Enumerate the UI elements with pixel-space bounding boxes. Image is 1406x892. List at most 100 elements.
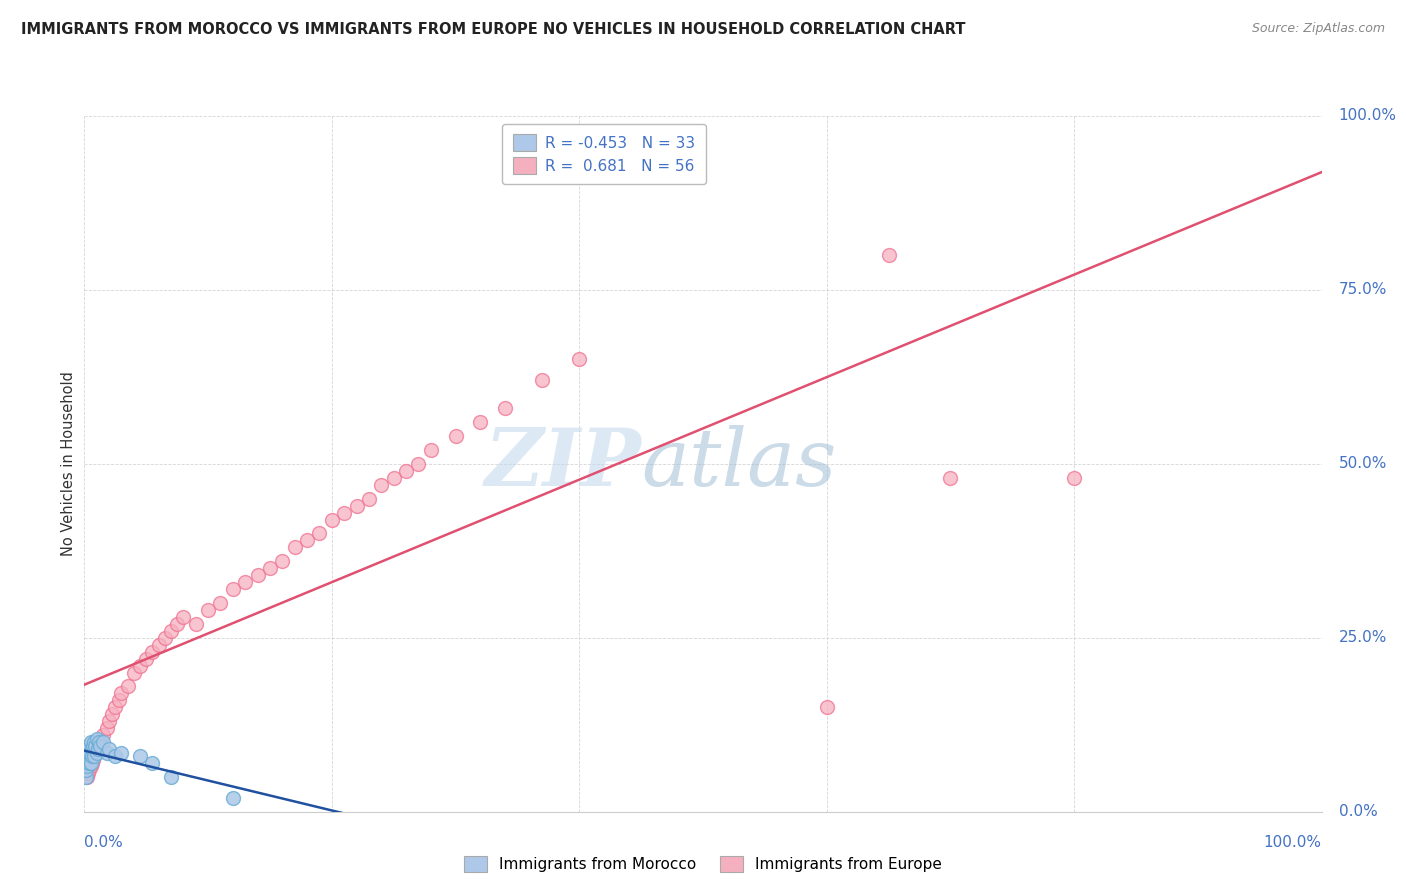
- Point: [77, 742, 100, 756]
- Point: [321, 512, 343, 526]
- Point: [104, 749, 127, 764]
- Point: [197, 603, 219, 617]
- Point: [233, 575, 256, 590]
- Point: [1063, 471, 1085, 485]
- Text: ZIP: ZIP: [484, 425, 641, 502]
- Point: [271, 554, 294, 568]
- Point: [89, 735, 111, 749]
- Point: [89, 735, 111, 749]
- Text: IMMIGRANTS FROM MOROCCO VS IMMIGRANTS FROM EUROPE NO VEHICLES IN HOUSEHOLD CORRE: IMMIGRANTS FROM MOROCCO VS IMMIGRANTS FR…: [21, 22, 966, 37]
- Legend: R = -0.453   N = 33, R =  0.681   N = 56: R = -0.453 N = 33, R = 0.681 N = 56: [502, 124, 706, 185]
- Point: [160, 624, 183, 638]
- Point: [87, 742, 110, 756]
- Text: 0.0%: 0.0%: [84, 836, 124, 850]
- Point: [246, 568, 269, 582]
- Text: 100.0%: 100.0%: [1339, 109, 1396, 123]
- Point: [295, 533, 318, 548]
- Point: [83, 735, 105, 749]
- Point: [153, 631, 176, 645]
- Point: [141, 645, 163, 659]
- Point: [222, 582, 245, 596]
- Point: [129, 749, 152, 764]
- Point: [76, 749, 98, 764]
- Point: [470, 415, 492, 429]
- Text: Source: ZipAtlas.com: Source: ZipAtlas.com: [1251, 22, 1385, 36]
- Point: [129, 658, 152, 673]
- Point: [346, 499, 368, 513]
- Point: [98, 714, 121, 729]
- Text: 50.0%: 50.0%: [1339, 457, 1386, 471]
- Point: [86, 746, 108, 760]
- Point: [117, 680, 139, 694]
- Point: [370, 477, 392, 491]
- Point: [96, 746, 118, 760]
- Point: [89, 739, 111, 753]
- Text: 0.0%: 0.0%: [1339, 805, 1378, 819]
- Point: [877, 248, 900, 262]
- Point: [76, 770, 98, 784]
- Point: [333, 506, 356, 520]
- Point: [82, 753, 104, 767]
- Point: [80, 749, 103, 764]
- Point: [259, 561, 281, 575]
- Point: [284, 541, 307, 555]
- Point: [77, 766, 100, 780]
- Point: [110, 686, 132, 700]
- Point: [166, 616, 188, 631]
- Point: [91, 735, 114, 749]
- Y-axis label: No Vehicles in Household: No Vehicles in Household: [60, 371, 76, 557]
- Point: [382, 471, 405, 485]
- Point: [141, 756, 163, 770]
- Text: atlas: atlas: [641, 425, 837, 502]
- Point: [77, 753, 100, 767]
- Point: [395, 464, 418, 478]
- Text: 25.0%: 25.0%: [1339, 631, 1386, 645]
- Point: [79, 756, 101, 770]
- Point: [209, 596, 232, 610]
- Point: [79, 746, 101, 760]
- Point: [135, 651, 157, 665]
- Point: [122, 665, 145, 680]
- Point: [80, 756, 103, 770]
- Point: [419, 442, 441, 457]
- Point: [79, 756, 101, 770]
- Point: [184, 616, 207, 631]
- Point: [86, 731, 108, 746]
- Point: [172, 610, 194, 624]
- Point: [79, 759, 101, 773]
- Point: [75, 770, 97, 784]
- Point: [110, 746, 132, 760]
- Point: [408, 457, 430, 471]
- Point: [77, 749, 100, 764]
- Text: 100.0%: 100.0%: [1264, 836, 1322, 850]
- Point: [82, 739, 104, 753]
- Text: 75.0%: 75.0%: [1339, 283, 1386, 297]
- Point: [96, 721, 118, 735]
- Point: [160, 770, 183, 784]
- Point: [444, 429, 467, 443]
- Point: [84, 739, 107, 753]
- Point: [148, 638, 170, 652]
- Point: [80, 742, 103, 756]
- Point: [308, 526, 330, 541]
- Point: [100, 707, 122, 722]
- Point: [76, 756, 98, 770]
- Point: [83, 749, 105, 764]
- Point: [939, 471, 962, 485]
- Point: [357, 491, 380, 506]
- Point: [108, 693, 131, 707]
- Point: [531, 373, 554, 387]
- Point: [83, 749, 105, 764]
- Point: [79, 735, 101, 749]
- Point: [815, 700, 838, 714]
- Legend: Immigrants from Morocco, Immigrants from Europe: Immigrants from Morocco, Immigrants from…: [457, 848, 949, 880]
- Point: [222, 790, 245, 805]
- Point: [98, 742, 121, 756]
- Point: [84, 746, 107, 760]
- Point: [91, 728, 114, 742]
- Point: [79, 739, 101, 753]
- Point: [568, 352, 591, 367]
- Point: [76, 759, 98, 773]
- Point: [86, 742, 108, 756]
- Point: [79, 763, 101, 777]
